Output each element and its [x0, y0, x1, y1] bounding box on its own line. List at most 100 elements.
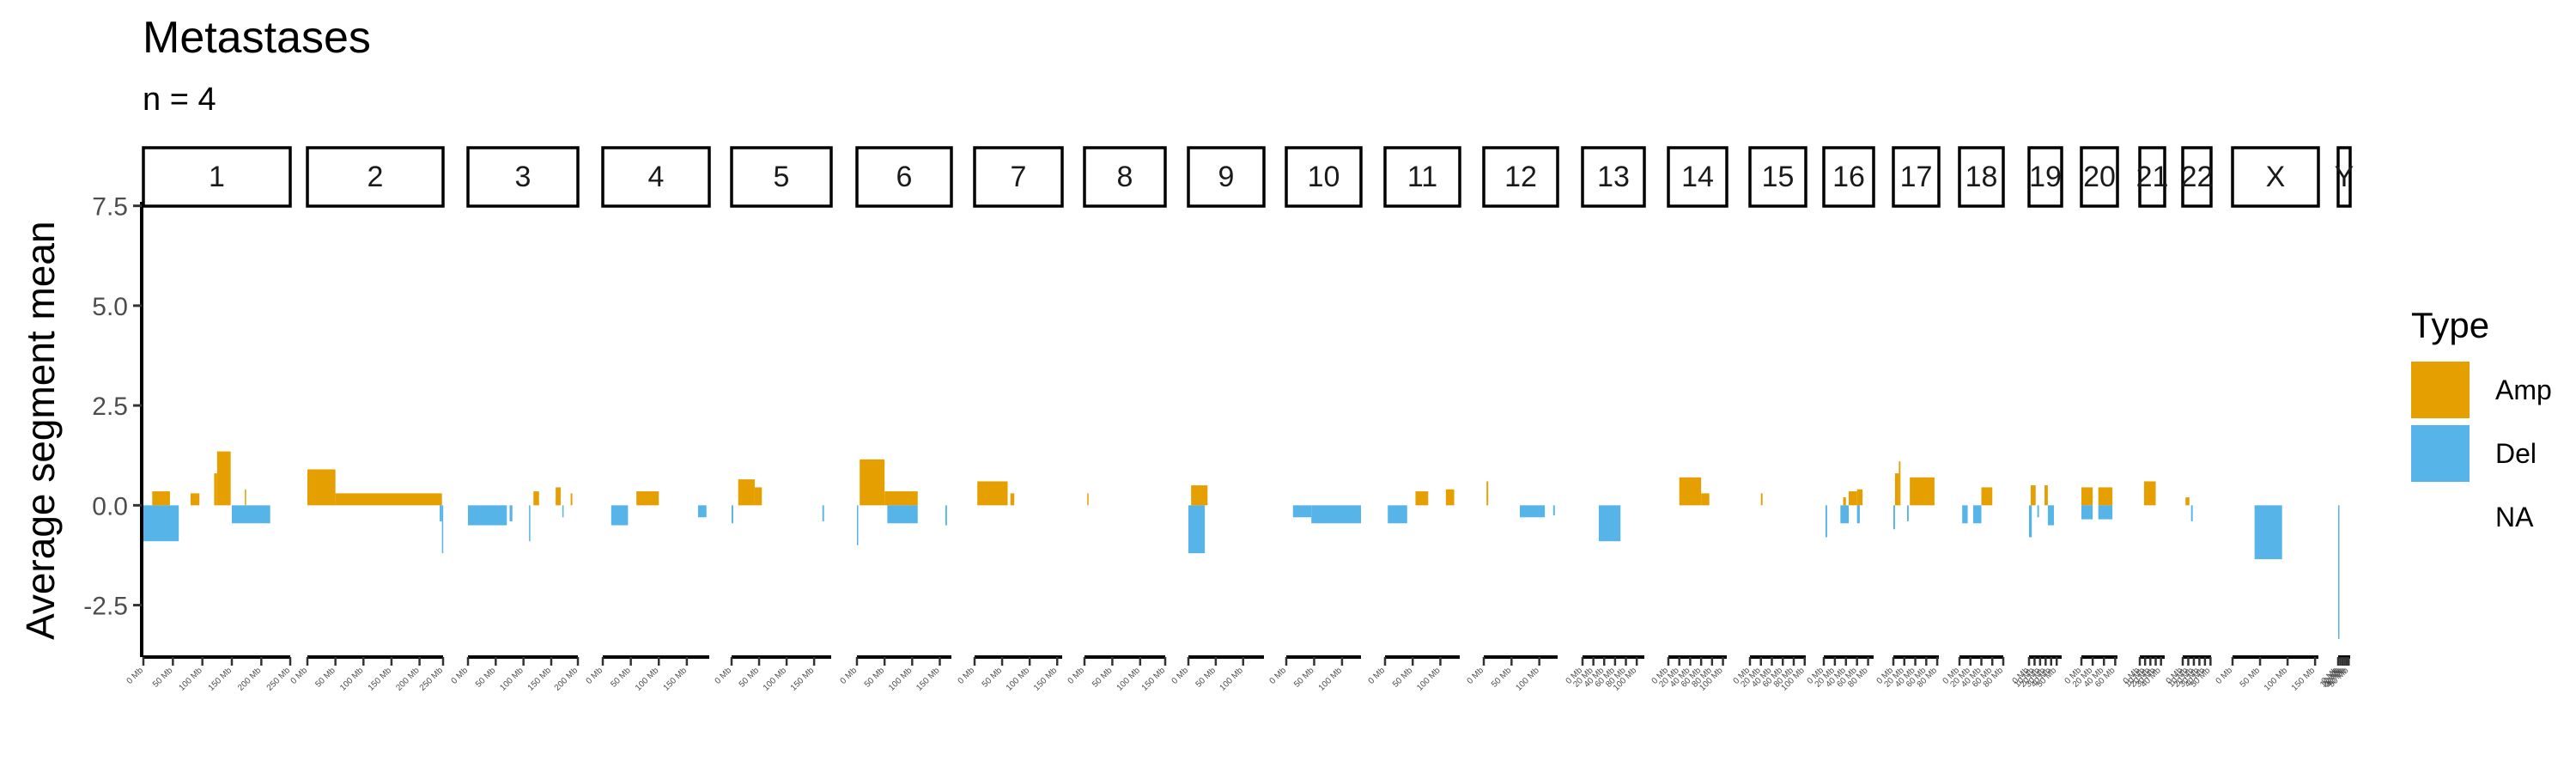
- segment-bar-chr16: [1840, 505, 1849, 524]
- segment-bar-chr7: [977, 481, 1008, 506]
- legend-label-na: NA: [2495, 501, 2534, 533]
- x-tick-label: 100 Mb: [498, 666, 526, 693]
- x-tick-label: 0 Mb: [1466, 666, 1486, 686]
- x-tick-label: 150 Mb: [662, 666, 690, 693]
- facet-label-7: 7: [1011, 161, 1027, 193]
- y-tick-label: 5.0: [92, 293, 128, 321]
- facet-label-1: 1: [209, 161, 225, 193]
- segment-bar-chr20: [2098, 487, 2113, 506]
- facet-label-8: 8: [1117, 161, 1133, 193]
- facet-strip-12: [1482, 146, 1559, 208]
- segment-bar-chr3: [533, 491, 539, 506]
- x-tick-label: 0 Mb: [2215, 666, 2235, 686]
- facet-label-5: 5: [774, 161, 790, 193]
- segment-bar-chr9: [1188, 505, 1206, 554]
- segment-bar-chr4: [697, 505, 707, 518]
- segment-bar-chr14: [1701, 493, 1710, 506]
- facet-strip-5: [730, 146, 833, 208]
- facet-strip-20: [2080, 146, 2119, 208]
- segment-bar-chr11: [1388, 505, 1407, 524]
- segment-bar-chr6: [945, 505, 947, 526]
- segment-bar-chr4: [611, 505, 629, 526]
- segment-bar-chr7: [1010, 493, 1015, 506]
- segment-bar-chr2: [440, 505, 442, 521]
- segment-bar-chr18: [1981, 487, 1993, 506]
- y-tick-label: 0.0: [92, 492, 128, 520]
- legend-item-del: Del: [2411, 422, 2552, 485]
- segment-bar-chr5: [738, 479, 755, 506]
- x-tick-label: 200 Mb: [236, 666, 264, 693]
- facet-strip-2: [306, 146, 445, 208]
- y-tick-label: 2.5: [92, 393, 128, 421]
- legend: Type Amp Del NA: [2411, 305, 2552, 549]
- x-tick-label: 0 Mb: [714, 666, 734, 686]
- segment-bar-chr22: [2185, 497, 2190, 506]
- x-tick-label: 150 Mb: [526, 666, 554, 693]
- facet-label-Y: Y: [2335, 161, 2354, 193]
- facet-label-13: 13: [1597, 161, 1630, 193]
- segment-bar-chr18: [1962, 505, 1968, 524]
- x-tick-label: 50 Mb: [738, 666, 762, 690]
- facet-label-16: 16: [1832, 161, 1865, 193]
- facet-label-2: 2: [368, 161, 384, 193]
- segment-bar-chr20: [2098, 505, 2113, 520]
- x-tick-label: 0 Mb: [450, 666, 471, 686]
- segment-bar-chr2: [307, 469, 336, 506]
- segment-bar-chr13: [1598, 505, 1621, 542]
- segment-bar-chr2: [335, 493, 442, 506]
- legend-label-del: Del: [2495, 437, 2537, 469]
- segment-bar-chr1: [152, 491, 170, 506]
- segment-bar-chr19: [2029, 505, 2032, 538]
- legend-title: Type: [2411, 305, 2490, 345]
- segment-bar-chr16: [1825, 505, 1827, 538]
- x-tick-label: 0 Mb: [1367, 666, 1388, 686]
- segment-bar-chr12: [1552, 505, 1555, 515]
- facet-label-14: 14: [1681, 161, 1714, 193]
- x-tick-label: 0 Mb: [1170, 666, 1191, 686]
- facet-label-X: X: [2266, 161, 2286, 193]
- facet-strip-19: [2027, 146, 2063, 208]
- segment-bar-chr16: [1856, 489, 1863, 506]
- facet-label-12: 12: [1504, 161, 1537, 193]
- facet-strip-21: [2138, 146, 2166, 208]
- x-tick-label: 0 Mb: [1268, 666, 1289, 686]
- x-tick-label: 250 Mb: [418, 666, 446, 693]
- x-tick-label: 50 Mb: [981, 666, 1005, 690]
- facet-label-22: 22: [2181, 161, 2214, 193]
- facet-label-6: 6: [896, 161, 913, 193]
- x-tick-label: 0 Mb: [957, 666, 977, 686]
- segment-bar-chr15: [1760, 493, 1763, 506]
- facet-label-21: 21: [2136, 161, 2169, 193]
- facet-strip-6: [855, 146, 953, 208]
- segment-bar-chr1: [245, 489, 246, 506]
- facet-strip-X: [2231, 146, 2320, 208]
- x-tick-label: 0 Mb: [839, 666, 860, 686]
- segment-bar-chr17: [1894, 473, 1899, 506]
- legend-item-amp: Amp: [2411, 358, 2552, 422]
- segment-bar-chr18: [1972, 505, 1982, 524]
- segment-bar-chr20: [2081, 487, 2093, 506]
- x-tick-label: 50 Mb: [1391, 666, 1415, 690]
- segment-bar-chr3: [570, 493, 573, 506]
- facet-strip-15: [1748, 146, 1807, 208]
- x-tick-label: 100 Mb: [762, 666, 789, 693]
- facet-label-10: 10: [1308, 161, 1340, 193]
- segment-bar-chr19: [2030, 485, 2036, 506]
- facet-strip-11: [1383, 146, 1461, 208]
- facet-label-18: 18: [1965, 161, 1998, 193]
- legend-label-amp: Amp: [2495, 374, 2552, 405]
- x-tick-label: 100 Mb: [1415, 666, 1443, 693]
- facet-strip-1: [142, 146, 292, 208]
- segment-bar-chr20: [2081, 505, 2093, 520]
- x-tick-label: 0 Mb: [125, 666, 146, 686]
- facet-strip-7: [973, 146, 1064, 208]
- x-tick-label: 150 Mb: [207, 666, 234, 693]
- segment-bar-chr3: [562, 505, 564, 518]
- x-tick-label: 0 Mb: [289, 666, 310, 686]
- segment-bar-chr5: [754, 487, 762, 506]
- x-tick-label: 150 Mb: [914, 666, 942, 693]
- facet-strip-13: [1581, 146, 1646, 208]
- segment-bar-chr6: [857, 505, 859, 545]
- facet-strip-4: [601, 146, 711, 208]
- facet-label-3: 3: [515, 161, 532, 193]
